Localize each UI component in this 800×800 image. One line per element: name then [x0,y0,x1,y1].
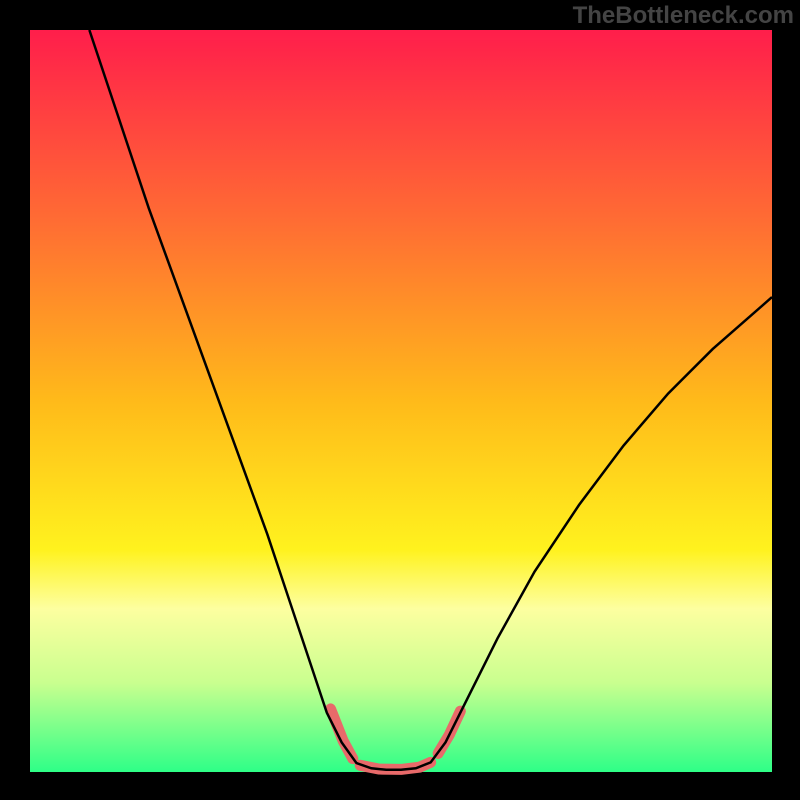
trough-marker-group [331,709,461,769]
curve-layer [0,0,800,800]
watermark-text: TheBottleneck.com [573,2,794,30]
bottleneck-curve [89,30,772,770]
chart-frame: TheBottleneck.com [0,0,800,800]
